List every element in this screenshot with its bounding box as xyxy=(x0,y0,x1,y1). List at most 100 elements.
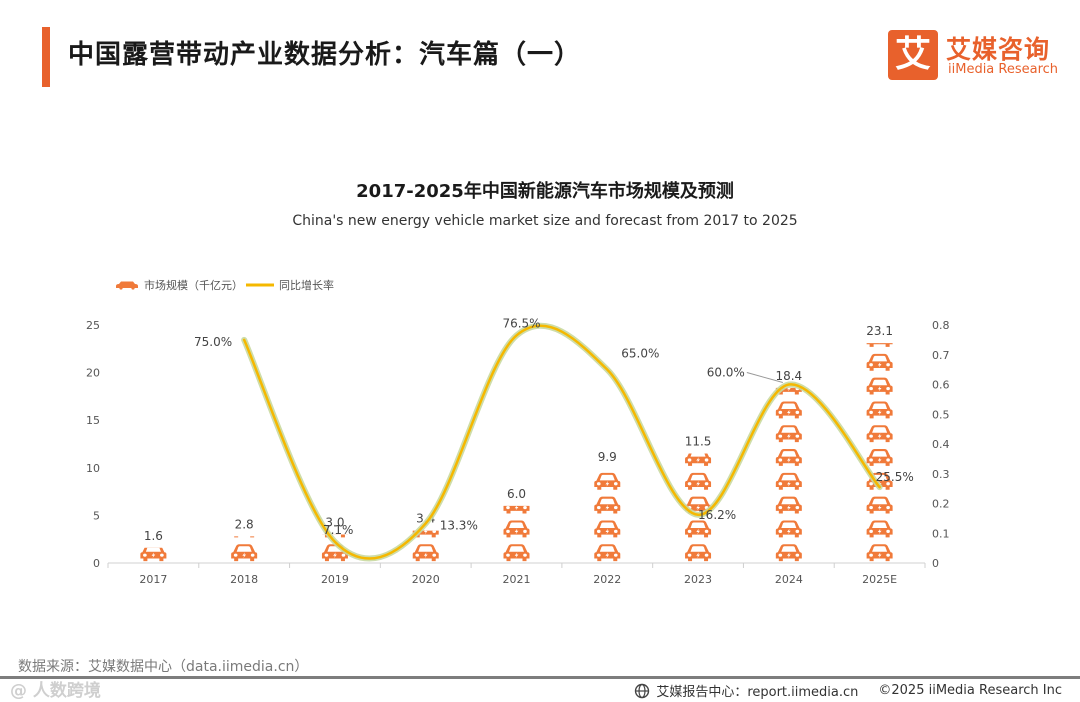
car-icon-shape xyxy=(866,353,893,371)
bar-value-label: 1.6 xyxy=(144,529,163,543)
car-window xyxy=(599,498,615,505)
car-icon-shape xyxy=(594,472,621,490)
car-window xyxy=(872,451,888,457)
car-body xyxy=(503,505,530,514)
car-headlight xyxy=(341,553,346,557)
car-body xyxy=(594,520,621,538)
car-body xyxy=(503,520,530,538)
car-icon xyxy=(866,339,893,347)
growth-rate-label: 7.1% xyxy=(323,523,354,537)
car-bolt xyxy=(514,528,519,535)
car-icon xyxy=(685,520,712,538)
car-body xyxy=(594,496,621,514)
car-body xyxy=(866,401,893,419)
car-headlight xyxy=(704,529,709,533)
brand-mark-icon: 艾 xyxy=(888,30,938,80)
car-headlight xyxy=(233,553,238,557)
bar-value-label: 6.0 xyxy=(507,487,526,501)
car-body xyxy=(866,353,893,371)
bar-2023 xyxy=(685,453,712,562)
chart-title: 2017-2025年中国新能源汽车市场规模及预测 xyxy=(356,180,734,202)
car-bolt xyxy=(787,481,791,487)
car-headlight xyxy=(506,529,510,533)
car-bolt xyxy=(877,362,882,368)
car-body xyxy=(775,496,802,514)
car-headlight xyxy=(778,410,783,414)
car-bolt xyxy=(877,528,882,535)
car-headlight xyxy=(795,529,800,533)
car-window xyxy=(781,498,797,505)
car-icon-shape xyxy=(866,449,893,466)
car-icon-shape xyxy=(503,520,530,538)
car-headlight xyxy=(795,410,800,414)
car-icon xyxy=(866,425,893,443)
x-tick-label: 2024 xyxy=(775,573,803,586)
car-headlight xyxy=(869,363,873,367)
car-headlight xyxy=(704,553,709,557)
legend-car-body xyxy=(116,281,138,288)
y-tick-label: 10 xyxy=(86,462,100,475)
globe-icon xyxy=(635,683,650,698)
car-icon xyxy=(775,544,802,562)
car-headlight xyxy=(160,553,164,557)
legend-label-growth-rate: 同比增长率 xyxy=(279,278,334,292)
car-icon xyxy=(775,520,802,538)
car-bolt xyxy=(151,552,156,559)
car-headlight xyxy=(886,363,890,367)
car-body xyxy=(866,449,893,466)
car-bolt xyxy=(696,504,700,511)
bar-2020 xyxy=(412,530,439,562)
car-body xyxy=(140,547,167,562)
car-headlight xyxy=(506,505,510,510)
car-icon xyxy=(775,496,802,514)
car-headlight xyxy=(687,553,692,557)
y2-tick-label: 0.2 xyxy=(932,498,950,511)
car-bolt xyxy=(423,530,428,535)
car-headlight xyxy=(415,553,420,557)
car-headlight xyxy=(143,553,147,557)
footer-info: 艾媒报告中心：report.iimedia.cn ©2025 iiMedia R… xyxy=(634,681,1062,700)
car-headlight xyxy=(869,434,873,438)
car-body xyxy=(231,544,258,562)
y2-tick-label: 0.6 xyxy=(932,379,950,392)
x-tick-label: 2023 xyxy=(684,573,712,586)
car-headlight xyxy=(778,553,783,557)
car-window xyxy=(872,546,888,552)
bar-value-label: 23.1 xyxy=(866,324,893,338)
car-icon xyxy=(866,449,893,466)
car-headlight xyxy=(324,553,329,557)
car-bolt xyxy=(242,552,247,559)
car-icon xyxy=(412,544,439,562)
car-window xyxy=(599,522,615,528)
car-icon-shape xyxy=(866,544,893,562)
car-window xyxy=(690,522,706,528)
car-headlight xyxy=(886,339,890,342)
growth-rate-label: 76.5% xyxy=(502,316,540,330)
car-headlight xyxy=(596,553,601,557)
car-bolt xyxy=(877,552,882,559)
car-icon-shape xyxy=(775,472,802,490)
car-headlight xyxy=(886,458,890,462)
car-headlight xyxy=(778,434,783,438)
car-bolt xyxy=(787,457,791,463)
car-bolt xyxy=(696,481,700,487)
growth-rate-label: 13.3% xyxy=(440,518,478,532)
title-accent-bar xyxy=(42,27,50,87)
bar-value-label: 18.4 xyxy=(775,369,802,383)
report-center-link[interactable]: 艾媒报告中心：report.iimedia.cn xyxy=(656,685,859,700)
car-icon-shape xyxy=(503,505,530,514)
car-icon xyxy=(594,544,621,562)
car-bolt xyxy=(696,528,700,535)
car-window xyxy=(599,546,615,552)
car-window xyxy=(509,546,524,552)
car-icon-shape xyxy=(866,496,893,514)
car-body xyxy=(685,472,712,490)
watermark: @ 人数跨境 xyxy=(10,681,101,701)
car-body xyxy=(866,377,893,395)
car-icon xyxy=(231,544,258,562)
car-bolt xyxy=(787,433,791,440)
car-headlight xyxy=(596,529,601,533)
car-headlight xyxy=(523,505,527,510)
car-icon-shape xyxy=(775,544,802,562)
car-window xyxy=(690,453,706,457)
